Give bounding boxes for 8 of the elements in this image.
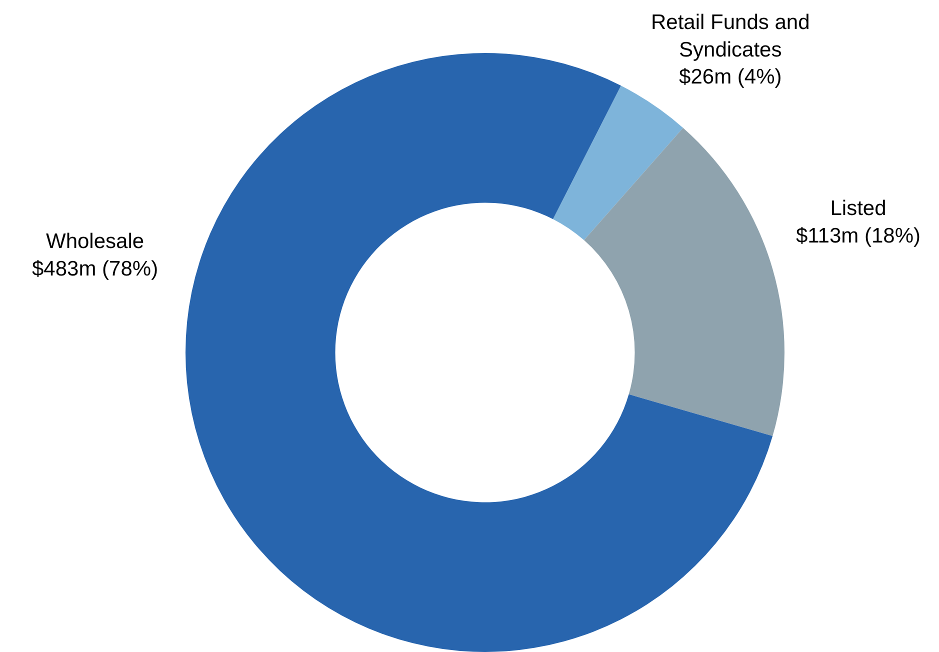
slice-label: Listed bbox=[830, 197, 886, 220]
slice-label: Wholesale bbox=[46, 230, 144, 253]
donut-slice bbox=[584, 128, 784, 436]
data-label: $26m (4%) bbox=[679, 66, 782, 89]
donut-slice bbox=[552, 86, 684, 240]
data-label: $483m (78%) bbox=[32, 257, 158, 280]
data-label: $113m (18%) bbox=[796, 224, 921, 248]
slice-label: Retail Funds and Syndicates bbox=[651, 11, 810, 62]
